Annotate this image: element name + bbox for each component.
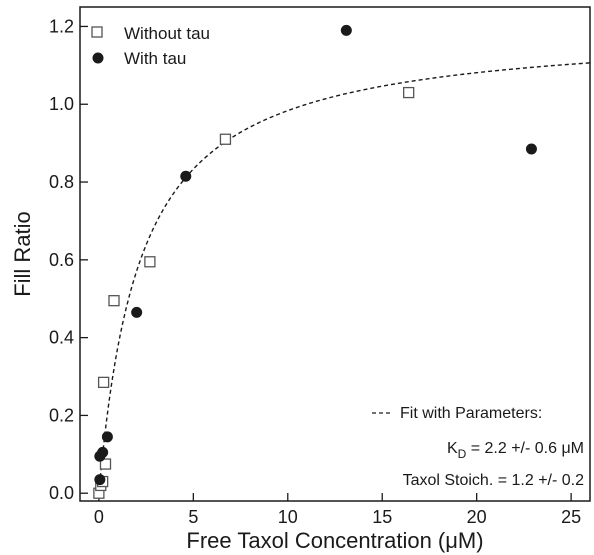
- fit-layer: [98, 62, 591, 492]
- point-with-tau: [525, 143, 537, 155]
- point-without-tau: [403, 86, 415, 99]
- legend-label-without-tau: Without tau: [124, 24, 210, 43]
- point-without-tau: [99, 458, 112, 470]
- axis-ticks: 0 5 10 15 20 25 0.0 0.2 0.4 0.6 0.8 1.0 1.2: [49, 16, 581, 527]
- point-with-tau: [180, 170, 192, 182]
- y-tick-label: 0.4: [49, 328, 74, 348]
- point-with-tau: [97, 446, 109, 458]
- y-tick-label: 1.0: [49, 94, 74, 114]
- point-without-tau: [144, 256, 156, 268]
- x-axis-label: Free Taxol Concentration (μM): [186, 528, 483, 553]
- fit-legend-label: Fit with Parameters:: [400, 405, 542, 422]
- point-with-tau: [131, 306, 143, 318]
- x-tick-label: 10: [278, 507, 298, 527]
- y-tick-label: 0.6: [49, 250, 74, 270]
- point-without-tau: [97, 376, 110, 389]
- x-tick-label: 15: [372, 507, 392, 527]
- point-without-tau: [219, 133, 232, 145]
- y-tick-label: 1.2: [49, 16, 74, 36]
- y-tick-label: 0.0: [49, 483, 74, 503]
- plot-area: [79, 6, 591, 502]
- stoich-annotation: Taxol Stoich. = 1.2 +/- 0.2: [403, 472, 585, 489]
- legend-marker-with-tau: [92, 52, 104, 64]
- kd-annotation: KD = 2.2 +/- 0.6 μM: [447, 440, 584, 461]
- fit-curve: [98, 62, 591, 492]
- y-axis-label: Fill Ratio: [10, 211, 35, 297]
- fit-annotation: Fit with Parameters: KD = 2.2 +/- 0.6 μM…: [372, 405, 584, 489]
- point-with-tau: [94, 474, 106, 486]
- x-tick-label: 5: [188, 507, 198, 527]
- legend-marker-without-tau: [91, 26, 103, 38]
- data-points: [93, 24, 537, 499]
- x-tick-label: 25: [561, 507, 581, 527]
- legend: Without tau With tau: [91, 24, 210, 68]
- point-with-tau: [101, 431, 113, 443]
- legend-label-with-tau: With tau: [124, 49, 186, 68]
- point-without-tau: [108, 295, 120, 307]
- point-with-tau: [340, 24, 352, 36]
- y-tick-label: 0.8: [49, 172, 74, 192]
- x-tick-label: 20: [467, 507, 487, 527]
- y-tick-label: 0.2: [49, 405, 74, 425]
- x-tick-label: 0: [94, 507, 104, 527]
